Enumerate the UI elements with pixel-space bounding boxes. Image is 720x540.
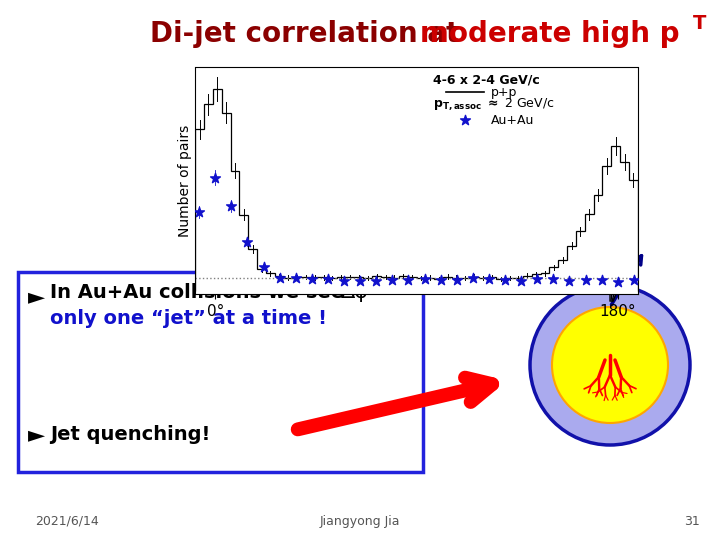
Point (483, 275, 495, 284)
Text: moderate high p: moderate high p (420, 20, 680, 48)
Point (242, 238, 253, 247)
Point (354, 276, 366, 285)
Point (500, 276, 511, 285)
Circle shape (530, 285, 690, 445)
Point (194, 208, 205, 217)
Point (210, 173, 221, 182)
Point (338, 277, 350, 286)
Text: ►: ► (28, 425, 45, 445)
Text: 2021/6/14: 2021/6/14 (35, 515, 99, 528)
Point (435, 275, 446, 284)
Text: Δφ: Δφ (341, 282, 369, 302)
Point (371, 277, 382, 286)
Text: T: T (693, 14, 706, 33)
Point (612, 278, 624, 286)
Point (564, 277, 575, 286)
Text: only one “jet” at a time !: only one “jet” at a time ! (50, 308, 327, 327)
Text: Jiangyong Jia: Jiangyong Jia (320, 515, 400, 528)
Text: In Au+Au collisions we see: In Au+Au collisions we see (50, 282, 344, 301)
Text: $\mathbf{p_{T,assoc}}$ $\mathbf{\approx}$ 2 GeV/c: $\mathbf{p_{T,assoc}}$ $\mathbf{\approx}… (433, 96, 554, 112)
Text: ►: ► (28, 287, 45, 307)
Point (419, 275, 431, 284)
Point (387, 275, 398, 284)
Text: p+p: p+p (491, 85, 517, 99)
Point (580, 276, 591, 285)
Point (225, 202, 237, 211)
Point (402, 276, 414, 285)
Point (258, 262, 269, 271)
Point (451, 276, 462, 285)
FancyBboxPatch shape (18, 272, 423, 472)
Point (323, 274, 334, 283)
Point (290, 274, 302, 283)
Point (306, 275, 318, 284)
Point (596, 275, 608, 284)
Text: Jet quenching!: Jet quenching! (50, 426, 210, 444)
Point (516, 277, 527, 286)
Text: 31: 31 (684, 515, 700, 528)
Point (467, 274, 479, 282)
Text: Au+Au: Au+Au (491, 114, 534, 127)
Y-axis label: Number of pairs: Number of pairs (179, 125, 192, 237)
Text: 4-6 x 2-4 GeV/c: 4-6 x 2-4 GeV/c (433, 73, 540, 86)
Circle shape (552, 307, 668, 423)
Point (459, 116, 471, 125)
Point (274, 273, 285, 282)
Point (628, 276, 639, 285)
Point (548, 275, 559, 284)
Point (531, 274, 543, 283)
FancyArrowPatch shape (297, 377, 492, 429)
Text: Di-jet correlation at: Di-jet correlation at (150, 20, 469, 48)
